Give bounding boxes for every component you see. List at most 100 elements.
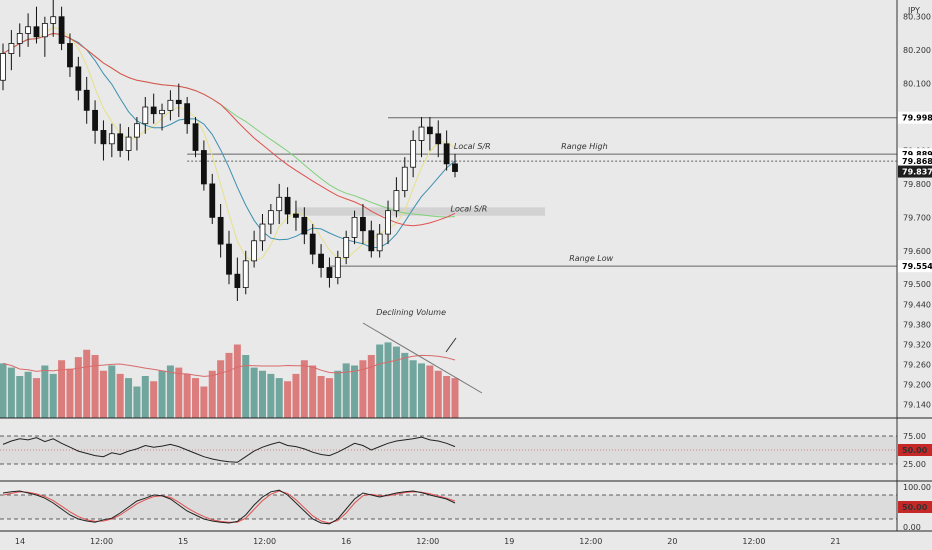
candle [360, 203, 366, 245]
volume-bar [451, 378, 459, 418]
volume-bar [166, 365, 174, 418]
volume-bar [242, 355, 250, 418]
volume-bar [208, 370, 216, 418]
candle-body [0, 53, 6, 81]
rsi-line [2, 436, 456, 463]
candle [58, 6, 65, 51]
candle [393, 177, 400, 218]
stoch-tick-label: 100.00 [903, 483, 931, 492]
time-tick-label: 12:00 [90, 537, 113, 546]
candle [293, 200, 299, 231]
price-label-text: 79.998 [902, 114, 932, 123]
price-label: 79.868 [898, 155, 932, 168]
price-label-text: 79.554 [902, 262, 932, 271]
candle-body [452, 163, 458, 172]
time-tick-label: 19 [504, 537, 514, 546]
candle-body [293, 213, 299, 218]
candle [175, 83, 182, 118]
annotation-arrow [445, 337, 457, 353]
volume-bar [401, 352, 409, 418]
volume-bar [133, 386, 141, 418]
candle [16, 23, 23, 57]
price-label-text: 79.868 [902, 157, 932, 166]
volume-bar [225, 352, 233, 418]
price-tick-label: 79.440 [903, 300, 931, 309]
candle-body [318, 253, 324, 268]
stoch-tick-label: 0.00 [903, 523, 921, 532]
price-tick-label: 79.140 [903, 401, 931, 410]
candle [334, 250, 341, 285]
time-tick-label: 21 [830, 537, 840, 546]
candle-body [92, 109, 98, 131]
candle [418, 117, 425, 158]
candle-body [41, 23, 48, 38]
candle-body [276, 196, 283, 212]
volume-bar [41, 365, 49, 418]
candle-body [368, 230, 375, 252]
price-tick-label: 79.260 [903, 360, 931, 369]
time-tick-label: 14 [15, 537, 25, 546]
volume-bar [175, 367, 183, 418]
candle-body [401, 166, 408, 192]
candle-body [108, 133, 115, 145]
declining-volume-trendline [362, 322, 483, 394]
annotation: Local S/R [451, 204, 488, 213]
volume-bar [158, 370, 166, 418]
candle [343, 230, 350, 265]
candle-body [125, 136, 132, 151]
rsi-50-label: 50.00 [902, 446, 928, 455]
candle-body [418, 126, 425, 141]
candle [117, 123, 124, 158]
candle [41, 16, 48, 57]
candle [50, 0, 57, 37]
candle-body [8, 43, 15, 54]
candle [159, 103, 165, 131]
volume-bar [58, 360, 66, 418]
volume-bar [359, 360, 367, 418]
rsi-tick-label: 75.00 [903, 432, 926, 441]
candle-body [100, 130, 107, 145]
candle-body [33, 26, 40, 38]
candle-body [150, 106, 157, 115]
candle-body [284, 196, 291, 215]
stochastic-pane: 100.00 50.00 0.00 [0, 483, 932, 532]
currency-label: JPY [907, 6, 920, 15]
candle [401, 157, 408, 198]
time-tick-label: 12:00 [742, 537, 765, 546]
price-label-text: 79.837 [902, 168, 932, 177]
rsi-50-bg [898, 444, 932, 456]
volume-bar [250, 367, 258, 418]
candle [259, 214, 266, 251]
candle [251, 230, 258, 268]
volume-bar [233, 344, 241, 418]
candle-body [426, 126, 433, 135]
candle-body [351, 216, 358, 238]
candle [267, 203, 274, 235]
volume-bar [183, 373, 191, 418]
candle [410, 130, 417, 178]
stoch-d-line [2, 490, 456, 524]
candle-body [334, 257, 341, 278]
price-label: 79.998 [898, 111, 932, 124]
candle-body [134, 123, 140, 138]
candle [318, 244, 324, 278]
volume-bar [16, 376, 24, 418]
volume-bar [150, 381, 158, 418]
volume-bar [418, 363, 426, 418]
volume-bar [300, 360, 308, 418]
candle-body [200, 150, 207, 185]
rsi-pane: 75.00 50.00 25.00 [0, 432, 932, 469]
candle [25, 13, 32, 47]
candle-body [226, 243, 232, 275]
price-label-bg [898, 260, 932, 273]
candle [309, 224, 316, 265]
price-tick-label: 79.600 [903, 247, 931, 256]
candle [150, 93, 157, 124]
candle [385, 200, 391, 245]
candle-body [25, 26, 32, 34]
volume-bar [267, 373, 275, 418]
candle-body [393, 190, 400, 212]
candle [376, 224, 383, 258]
